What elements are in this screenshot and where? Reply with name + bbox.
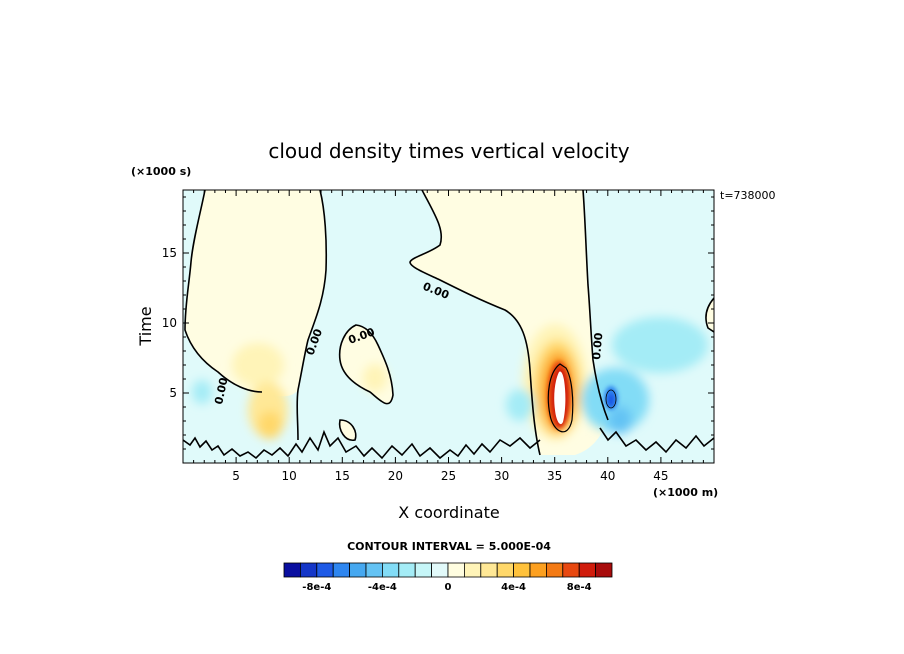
chart-title: cloud density times vertical velocity [268, 139, 629, 163]
colorbar-tick-label: 4e-4 [501, 582, 526, 593]
x-tick-label: 35 [547, 469, 562, 483]
plot-area: 0.00 0.00 0.00 0.00 0.00 [183, 190, 714, 463]
colorbar-swatch [299, 562, 318, 578]
x-tick-label: 20 [388, 469, 403, 483]
zero-contours [183, 190, 714, 460]
x-tick-label: 15 [335, 469, 350, 483]
colorbar-swatch [546, 562, 564, 578]
colorbar-tick-label: 0 [445, 582, 452, 593]
colorbar: -8e-4 -4e-4 0 4e-4 8e-4 [283, 562, 613, 593]
colorbar-swatch [447, 562, 465, 578]
x-tick-label: 10 [282, 469, 297, 483]
x-tick-label: 45 [653, 469, 668, 483]
x-unit-label: (×1000 m) [653, 486, 718, 499]
colorbar-swatch [414, 562, 433, 578]
x-tick-label: 30 [494, 469, 509, 483]
colorbar-swatch [496, 562, 515, 578]
colorbar-tick-label: 8e-4 [567, 582, 592, 593]
x-tick-label: 5 [232, 469, 240, 483]
colorbar-swatch [513, 562, 531, 578]
colorbar-tick-label: -4e-4 [368, 582, 397, 593]
y-axis-title: Time [136, 306, 155, 346]
colorbar-swatch [332, 562, 351, 578]
positive-region-left [183, 190, 327, 397]
time-stamp: t=738000 [720, 189, 776, 202]
colorbar-swatch [316, 562, 334, 578]
y-unit-label: (×1000 s) [131, 165, 191, 178]
blue-core-contour [605, 389, 617, 409]
colorbar-swatch [365, 562, 383, 578]
y-tick-label: 10 [162, 316, 177, 330]
colorbar-swatch [349, 562, 367, 578]
x-axis-title: X coordinate [398, 503, 499, 522]
colorbar-swatch [283, 562, 301, 578]
x-tick-label: 40 [600, 469, 615, 483]
contour-label: 0.00 [590, 332, 605, 361]
colorbar-swatch [480, 562, 498, 578]
colorbar-swatch [578, 562, 597, 578]
colorbar-swatch [431, 562, 449, 578]
colorbar-swatch [529, 562, 547, 578]
core-white [554, 371, 566, 425]
x-tick-label: 25 [441, 469, 456, 483]
contour-interval-label: CONTOUR INTERVAL = 5.000E-04 [347, 540, 551, 553]
colorbar-swatch [463, 562, 482, 578]
colorbar-swatch [398, 562, 416, 578]
x-axis: 5 10 15 20 25 30 35 40 45 [193, 190, 704, 483]
contour-label: 0.00 [212, 376, 230, 406]
core-contour [547, 363, 574, 433]
colorbar-swatch [562, 562, 580, 578]
colorbar-swatch [595, 562, 613, 578]
colorbar-tick-label: -8e-4 [302, 582, 331, 593]
colorbar-swatch [381, 562, 400, 578]
y-tick-label: 5 [169, 386, 177, 400]
y-axis: 5 10 15 [162, 196, 714, 450]
y-tick-label: 15 [162, 246, 177, 260]
